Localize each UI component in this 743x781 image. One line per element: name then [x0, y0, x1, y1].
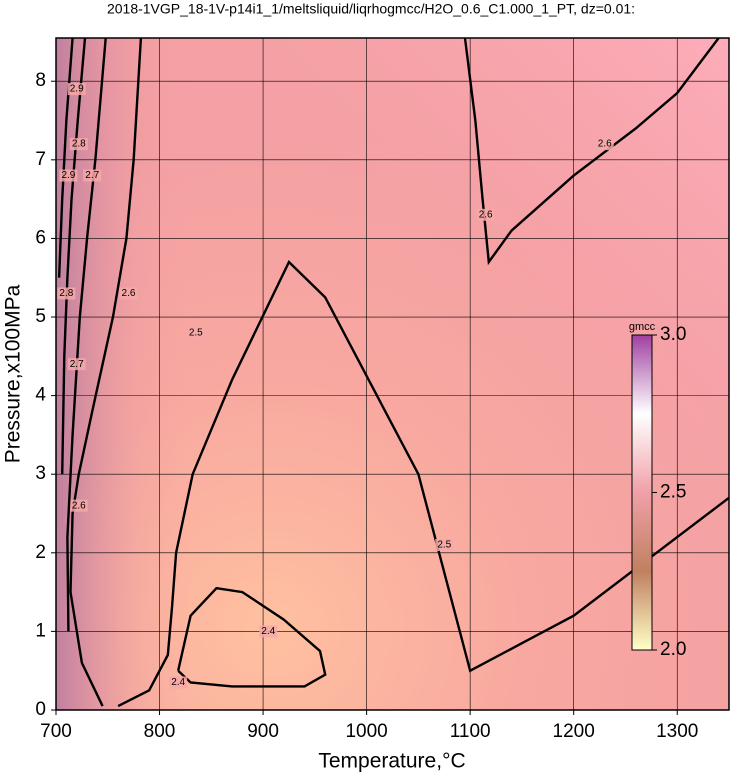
x-tick-label: 1000	[345, 721, 387, 742]
y-tick-label: 3	[35, 463, 46, 484]
x-axis-label: Temperature,°C	[318, 750, 465, 773]
y-axis-label: Pressure,x100MPa	[2, 284, 25, 463]
contour-label: 2.7	[85, 170, 99, 181]
y-tick-label: 4	[35, 385, 46, 406]
contour-label: 2.9	[70, 84, 84, 95]
contour-label: 2.9	[61, 170, 75, 181]
y-tick-label: 2	[35, 542, 46, 563]
contour-label: 2.6	[72, 500, 86, 511]
contour-label: 2.5	[437, 540, 451, 551]
chart-title: 2018-1VGP_18-1V-p14i1_1/meltsliquid/liqr…	[107, 1, 635, 17]
x-tick-label: 700	[40, 721, 72, 742]
contour-label: 2.6	[122, 288, 136, 299]
contour-line	[66, 38, 107, 632]
contour-label-bg	[67, 358, 86, 371]
contour-label-bg	[435, 538, 454, 551]
contour-label: 2.8	[72, 139, 86, 150]
contour-label: 2.7	[70, 359, 84, 370]
plot-shade	[56, 38, 729, 710]
contour-line	[69, 38, 143, 707]
contour-label: 2.6	[479, 209, 493, 220]
x-tick-label: 1300	[656, 721, 698, 742]
y-tick-label: 7	[35, 149, 46, 170]
contour-label-bg	[595, 138, 614, 151]
contour-label: 2.6	[598, 139, 612, 150]
contour-label-bg	[186, 326, 205, 339]
colorbar-tick-label: 3.0	[660, 324, 686, 345]
contour-label-bg	[119, 287, 138, 300]
contour-label-bg	[59, 169, 78, 182]
colorbar-tick-label: 2.0	[660, 639, 686, 660]
colorbar-label: gmcc	[629, 321, 656, 333]
contour-label-bg	[169, 676, 188, 689]
x-tick-label: 1100	[450, 721, 491, 742]
contour-label-bg	[259, 625, 278, 638]
y-tick-label: 5	[35, 306, 46, 327]
colorbar-tick-label: 2.5	[660, 482, 686, 503]
y-tick-label: 6	[35, 227, 46, 248]
contour-line	[463, 38, 720, 266]
contour-label-bg	[67, 83, 86, 96]
contour-line	[177, 586, 327, 688]
contour-line	[57, 38, 74, 278]
contour-label-bg	[476, 208, 495, 221]
contour-label: 2.8	[59, 288, 73, 299]
contour-label: 2.5	[189, 327, 203, 338]
contour-line	[117, 259, 729, 708]
colorbar	[631, 334, 653, 651]
y-tick-label: 1	[35, 620, 46, 641]
contour-label: 2.4	[171, 677, 185, 688]
contour-line	[61, 38, 87, 475]
x-tick-label: 1200	[553, 721, 595, 742]
contour-label: 2.4	[261, 626, 275, 637]
contours: 2.4 2.4 2.5 2.5 2.6 2.6 2.6 2.6 2.7 2.7 2.8 2.8 2.9 2…	[57, 38, 729, 708]
y-tick-label: 8	[35, 70, 46, 91]
contour-label-bg	[57, 287, 76, 300]
contour-label-bg	[83, 169, 102, 182]
y-tick-label: 0	[35, 699, 46, 720]
contour-label-bg	[69, 138, 88, 151]
x-tick-label: 900	[247, 721, 279, 742]
contour-label-bg	[69, 499, 88, 512]
x-tick-label: 800	[144, 721, 176, 742]
plot-frame	[55, 37, 730, 711]
